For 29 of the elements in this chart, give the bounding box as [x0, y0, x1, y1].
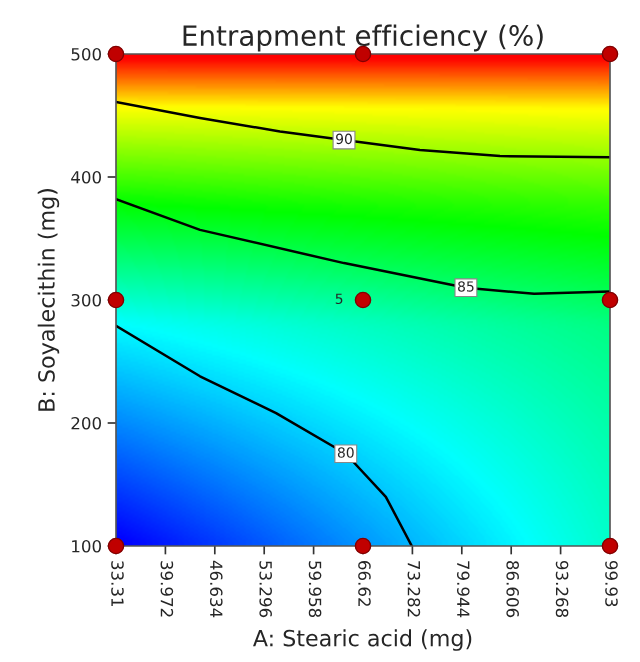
x-tick-label: 39.972	[160, 561, 174, 617]
point	[601, 45, 619, 63]
x-tick-label: 53.296	[259, 561, 272, 618]
y-tick-label: 300	[71, 293, 101, 307]
point	[107, 291, 125, 309]
point	[107, 537, 125, 555]
y-tick-label: 400	[71, 170, 101, 184]
x-tick-label: 93.268	[555, 560, 569, 618]
y-tick-label: 100	[72, 539, 101, 553]
x-tick-label: 66.62	[358, 561, 371, 606]
point	[354, 291, 372, 309]
x-tick-label: 79.944	[456, 561, 470, 618]
point	[601, 291, 619, 309]
y-axis-title: B: Soyalecithin (mg)	[37, 189, 60, 411]
chart-title: Entrapment efficiency (%)	[183, 24, 543, 52]
x-tick-label: 33.31	[111, 561, 124, 607]
x-tick-label: 59.958	[308, 561, 322, 618]
point	[107, 45, 125, 63]
line-series	[116, 100, 610, 159]
x-axis-title: A: Stearic acid (mg)	[253, 629, 472, 651]
point	[601, 537, 619, 555]
x-tick-label: 99.93	[605, 560, 618, 607]
x-tick-label: 73.282	[407, 561, 421, 617]
line-series	[116, 324, 414, 546]
y-tick-label: 500	[71, 47, 101, 61]
x-tick-label: 86.606	[506, 561, 519, 618]
x-tick-label: 46.634	[209, 560, 223, 618]
point	[354, 537, 372, 555]
y-tick-label: 200	[71, 416, 101, 430]
